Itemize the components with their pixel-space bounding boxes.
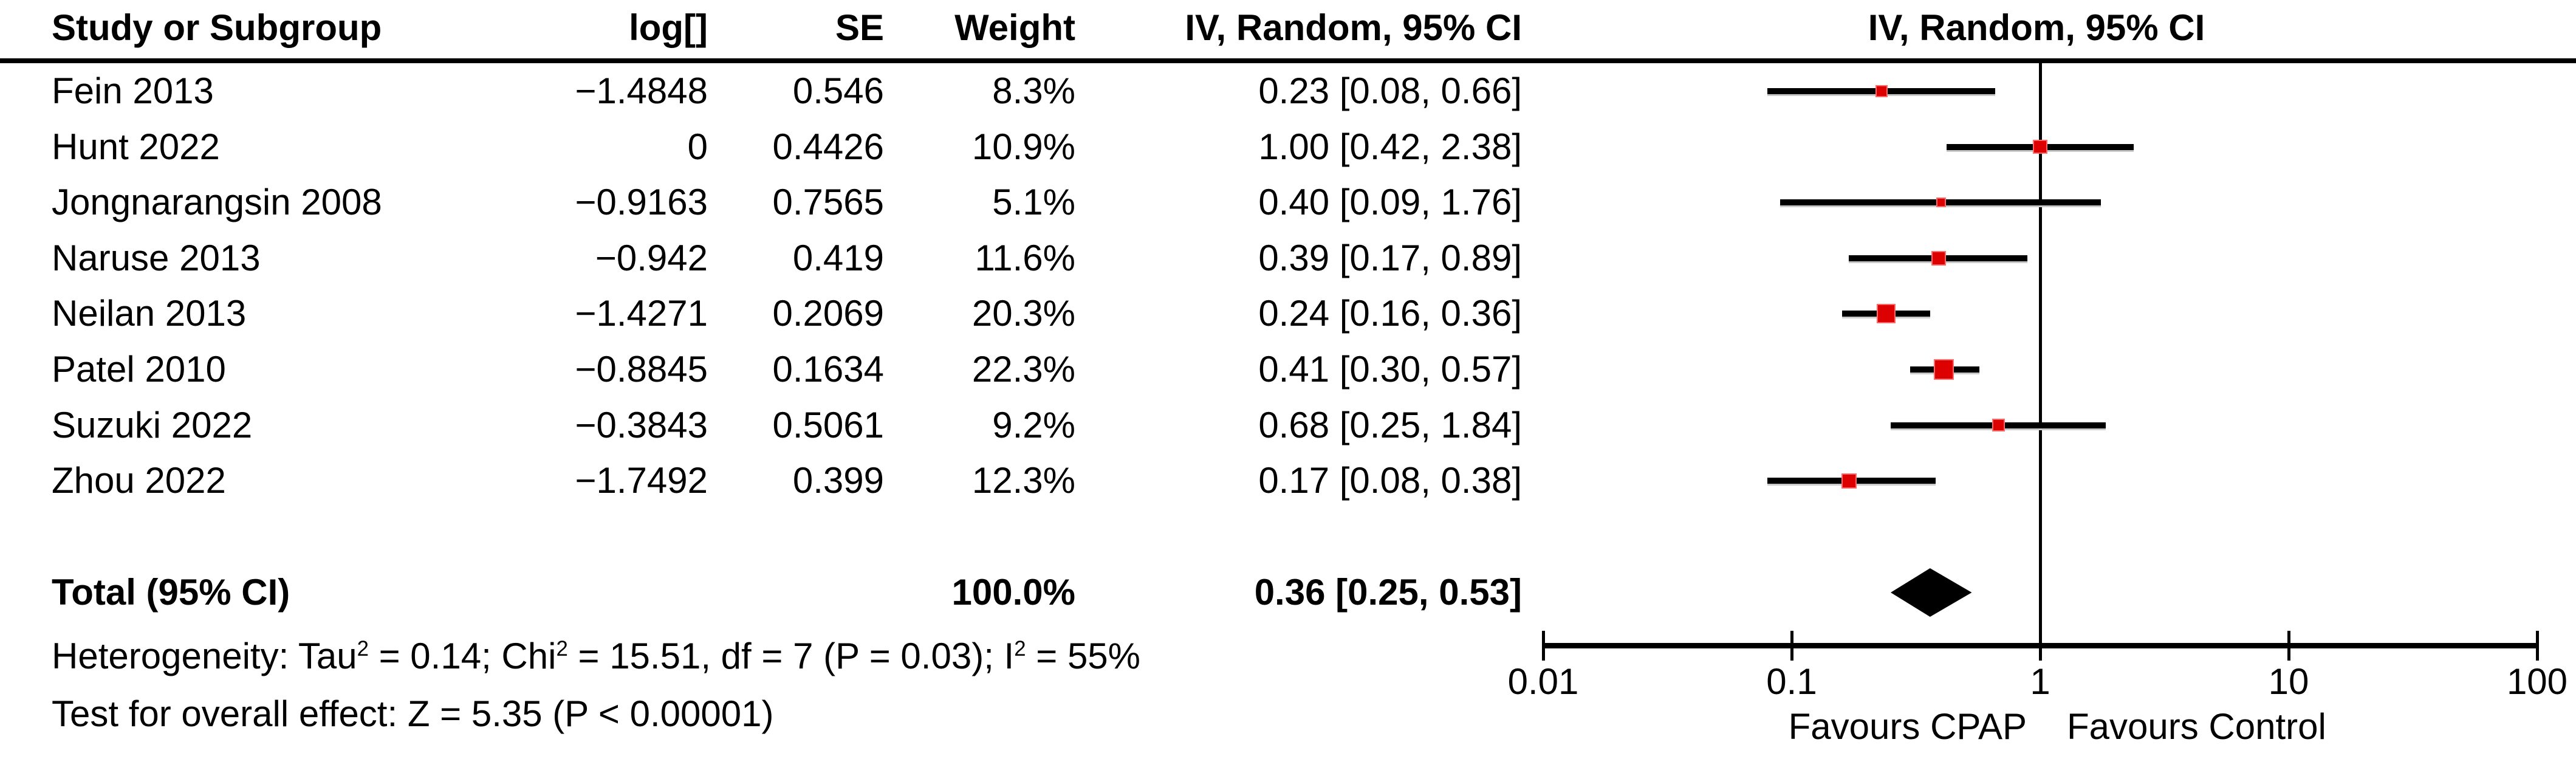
log-value: −1.4271	[575, 293, 708, 334]
weight-value: 11.6%	[975, 238, 1075, 278]
heterogeneity-line: Heterogeneity: Tau2 = 0.14; Chi2 = 15.51…	[52, 635, 1140, 678]
header-separator	[0, 58, 2576, 63]
study-name: Hunt 2022	[52, 126, 220, 167]
ci-text: 0.40 [0.09, 1.76]	[1258, 182, 1522, 222]
ci-text: 0.68 [0.25, 1.84]	[1258, 405, 1522, 445]
study-row: Fein 2013 −1.4848 0.546 8.3% 0.23 [0.08,…	[0, 63, 2576, 119]
study-name: Fein 2013	[52, 70, 214, 111]
se-value: 0.4426	[772, 126, 884, 167]
ci-text: 0.17 [0.08, 0.38]	[1258, 460, 1522, 501]
het-suffix: = 55%	[1026, 636, 1141, 676]
axis-tick	[1541, 631, 1545, 661]
axis-tick-label: 1	[2030, 661, 2050, 702]
weight-value: 20.3%	[971, 293, 1075, 334]
axis-tick	[2535, 631, 2539, 661]
study-row: Hunt 2022 0 0.4426 10.9% 1.00 [0.42, 2.3…	[0, 119, 2576, 175]
study-name: Suzuki 2022	[52, 405, 253, 445]
effect-square-marker	[1876, 304, 1896, 324]
favours-right-label: Favours Control	[2067, 706, 2326, 747]
het-mid1: = 0.14; Chi	[368, 636, 557, 676]
ci-text: 1.00 [0.42, 2.38]	[1258, 126, 1522, 167]
axis-tick	[1790, 631, 1793, 661]
total-weight: 100.0%	[951, 572, 1076, 613]
study-row: Zhou 2022 −1.7492 0.399 12.3% 0.17 [0.08…	[0, 453, 2576, 509]
total-diamond	[1890, 568, 1972, 617]
weight-value: 5.1%	[992, 182, 1075, 222]
study-name: Jongnarangsin 2008	[52, 182, 382, 222]
het-prefix: Heterogeneity: Tau	[52, 636, 357, 676]
weight-value: 9.2%	[992, 405, 1075, 445]
overall-effect-line: Test for overall effect: Z = 5.35 (P < 0…	[52, 693, 774, 734]
header-se: SE	[835, 7, 884, 48]
weight-value: 8.3%	[992, 70, 1075, 111]
se-value: 0.1634	[772, 349, 884, 390]
weight-value: 10.9%	[971, 126, 1075, 167]
ci-text: 0.39 [0.17, 0.89]	[1258, 238, 1522, 278]
effect-square-marker	[1841, 473, 1857, 489]
axis-tick-label: 0.1	[1766, 661, 1817, 702]
ci-text: 0.23 [0.08, 0.66]	[1258, 70, 1522, 111]
effect-square-marker	[1936, 198, 1947, 208]
het-mid2: = 15.51, df = 7 (P = 0.03); I	[567, 636, 1015, 676]
effect-square-marker	[1875, 84, 1888, 98]
log-value: −0.9163	[575, 182, 708, 222]
table-header-row: Study or Subgroup log[] SE Weight IV, Ra…	[0, 0, 2576, 56]
ci-text: 0.24 [0.16, 0.36]	[1258, 293, 1522, 334]
weight-value: 22.3%	[971, 349, 1075, 390]
log-value: 0	[687, 126, 708, 167]
axis-tick-label: 10	[2268, 661, 2309, 702]
weight-value: 12.3%	[971, 460, 1075, 501]
superscript-2: 2	[1014, 637, 1026, 661]
se-value: 0.2069	[772, 293, 884, 334]
effect-square-marker	[1933, 359, 1954, 380]
se-value: 0.7565	[772, 182, 884, 222]
study-name: Neilan 2013	[52, 293, 247, 334]
study-row: Suzuki 2022 −0.3843 0.5061 9.2% 0.68 [0.…	[0, 397, 2576, 453]
superscript-2: 2	[556, 637, 568, 661]
total-label: Total (95% CI)	[52, 572, 290, 613]
total-diamond-shape	[1890, 568, 1972, 617]
axis-tick	[2287, 631, 2290, 661]
log-value: −0.942	[595, 238, 708, 278]
study-row: Jongnarangsin 2008 −0.9163 0.7565 5.1% 0…	[0, 174, 2576, 230]
se-value: 0.5061	[772, 405, 884, 445]
se-value: 0.399	[792, 460, 884, 501]
ci-text: 0.41 [0.30, 0.57]	[1258, 349, 1522, 390]
log-value: −0.8845	[575, 349, 708, 390]
header-study: Study or Subgroup	[52, 7, 382, 48]
favours-left-label: Favours CPAP	[1788, 706, 2027, 747]
total-ci-text: 0.36 [0.25, 0.53]	[1254, 572, 1522, 613]
header-weight: Weight	[954, 7, 1075, 48]
axis-tick-label: 100	[2506, 661, 2568, 702]
plot-header-ci: IV, Random, 95% CI	[1868, 7, 2205, 48]
study-name: Zhou 2022	[52, 460, 226, 501]
header-ci: IV, Random, 95% CI	[1185, 7, 1522, 48]
effect-square-marker	[1992, 418, 2006, 432]
study-name: Patel 2010	[52, 349, 226, 390]
total-row: Total (95% CI) 100.0% 0.36 [0.25, 0.53]	[0, 565, 2576, 620]
axis-tick	[2038, 631, 2042, 661]
se-value: 0.546	[792, 70, 884, 111]
log-value: −1.7492	[575, 460, 708, 501]
se-value: 0.419	[792, 238, 884, 278]
superscript-2: 2	[357, 637, 369, 661]
log-value: −1.4848	[575, 70, 708, 111]
axis-tick-label: 0.01	[1507, 661, 1579, 702]
header-log: log[]	[629, 7, 708, 48]
effect-square-marker	[2033, 139, 2047, 154]
null-effect-line	[2038, 63, 2042, 645]
study-row: Patel 2010 −0.8845 0.1634 22.3% 0.41 [0.…	[0, 342, 2576, 397]
study-row: Naruse 2013 −0.942 0.419 11.6% 0.39 [0.1…	[0, 230, 2576, 286]
study-name: Naruse 2013	[52, 238, 261, 278]
log-value: −0.3843	[575, 405, 708, 445]
effect-square-marker	[1931, 250, 1946, 266]
study-row: Neilan 2013 −1.4271 0.2069 20.3% 0.24 [0…	[0, 286, 2576, 342]
